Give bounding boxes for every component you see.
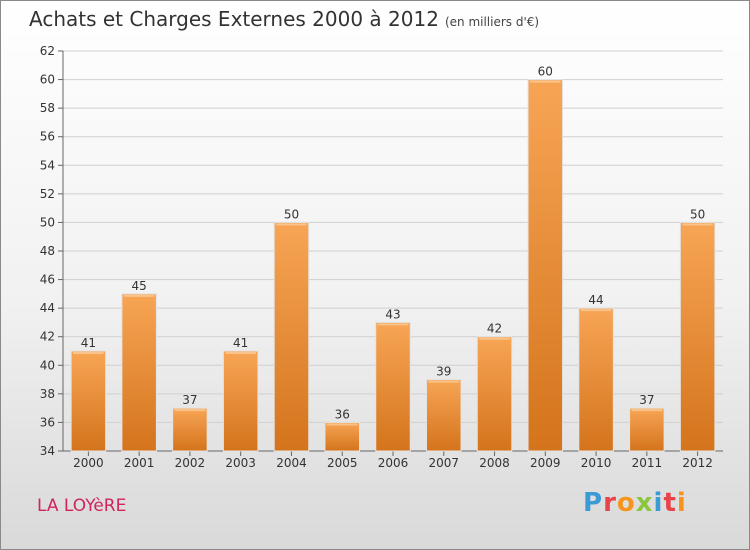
bar xyxy=(70,350,107,452)
y-tick-label: 50 xyxy=(40,215,55,229)
chart-title: Achats et Charges Externes 2000 à 2012 (e… xyxy=(29,7,539,31)
bars xyxy=(70,79,716,452)
bar xyxy=(426,379,462,452)
y-tick-label: 44 xyxy=(40,301,55,315)
y-tick-label: 62 xyxy=(40,44,55,58)
x-tick-label: 2005 xyxy=(327,456,358,470)
bar xyxy=(679,221,716,452)
logo-letter: r xyxy=(603,488,617,518)
bar xyxy=(578,307,614,452)
value-label: 43 xyxy=(385,307,400,321)
logo-letter: i xyxy=(676,488,687,518)
x-tick-label: 2007 xyxy=(428,456,459,470)
x-tick-label: 2011 xyxy=(632,456,663,470)
bar xyxy=(527,79,564,452)
chart-subtitle: (en milliers d'€) xyxy=(444,15,540,29)
x-tick-label: 2010 xyxy=(581,456,612,470)
bar xyxy=(476,336,513,452)
value-label: 50 xyxy=(690,207,705,221)
y-tick-label: 58 xyxy=(40,101,55,115)
bar xyxy=(172,407,208,452)
logo-letter: x xyxy=(635,488,654,518)
value-label: 42 xyxy=(487,322,502,336)
bar xyxy=(121,293,157,452)
bar-highlight xyxy=(580,309,612,312)
bar-highlight xyxy=(682,223,713,226)
x-tick-label: 2008 xyxy=(479,456,510,470)
value-label: 37 xyxy=(639,393,654,407)
bar-chart: 34 36 38 40 42 44 46 48 50 52 54 56 58 60 62 2000 2001 20… xyxy=(40,44,723,470)
x-tick-label: 2004 xyxy=(276,456,307,470)
y-tick-label: 52 xyxy=(40,187,55,201)
value-label: 50 xyxy=(284,207,299,221)
value-label: 39 xyxy=(436,365,451,379)
chart-title-text: Achats et Charges Externes 2000 à 2012 xyxy=(29,7,439,31)
proxiti-logo[interactable]: Proxiti xyxy=(583,488,687,518)
y-tick-label: 38 xyxy=(40,387,55,401)
bar-highlight xyxy=(276,223,307,226)
y-tick-label: 56 xyxy=(40,130,55,144)
bar-highlight xyxy=(225,352,256,354)
y-tick-label: 48 xyxy=(40,244,55,258)
bar-highlight xyxy=(73,352,104,354)
x-tick-label: 2012 xyxy=(682,456,713,470)
value-label: 36 xyxy=(335,407,350,421)
logo-letter: t xyxy=(663,488,677,518)
x-tick-label: 2002 xyxy=(175,456,206,470)
x-tick-label: 2006 xyxy=(378,456,409,470)
x-tick-label: 2003 xyxy=(225,456,256,470)
bar-highlight xyxy=(631,409,663,412)
value-label: 41 xyxy=(81,336,96,350)
bar xyxy=(324,421,360,452)
bar-highlight xyxy=(428,380,460,383)
value-label: 44 xyxy=(588,293,603,307)
bar-highlight xyxy=(123,294,155,297)
value-label: 41 xyxy=(233,336,248,350)
logo-letter: i xyxy=(653,488,664,518)
y-tick-label: 42 xyxy=(40,330,55,344)
value-label: 37 xyxy=(182,393,197,407)
bar-highlight xyxy=(479,337,510,340)
bar-highlight xyxy=(174,409,206,412)
y-tick-label: 54 xyxy=(40,158,55,172)
x-tick-label: 2000 xyxy=(73,456,104,470)
bar-highlight xyxy=(326,423,358,426)
bar-highlight xyxy=(530,80,561,83)
logo-letter: P xyxy=(583,488,604,518)
y-tick-label: 60 xyxy=(40,73,55,87)
y-tick-label: 46 xyxy=(40,273,55,287)
y-tick-label: 40 xyxy=(40,358,55,372)
y-tick-label: 34 xyxy=(40,444,55,458)
location-label: LA LOYèRE xyxy=(37,496,127,516)
value-labels: 41 45 37 41 50 36 43 39 42 60 44 37 50 xyxy=(81,65,706,422)
bar xyxy=(273,221,310,452)
x-tick-label: 2009 xyxy=(530,456,561,470)
value-label: 60 xyxy=(538,65,553,79)
value-label: 45 xyxy=(132,279,147,293)
y-tick-label: 36 xyxy=(40,415,55,429)
bar xyxy=(222,350,259,452)
bar xyxy=(629,407,665,452)
bar xyxy=(375,321,411,452)
x-tick-label: 2001 xyxy=(124,456,155,470)
bar-highlight xyxy=(377,323,409,326)
logo-letter: o xyxy=(616,488,636,518)
